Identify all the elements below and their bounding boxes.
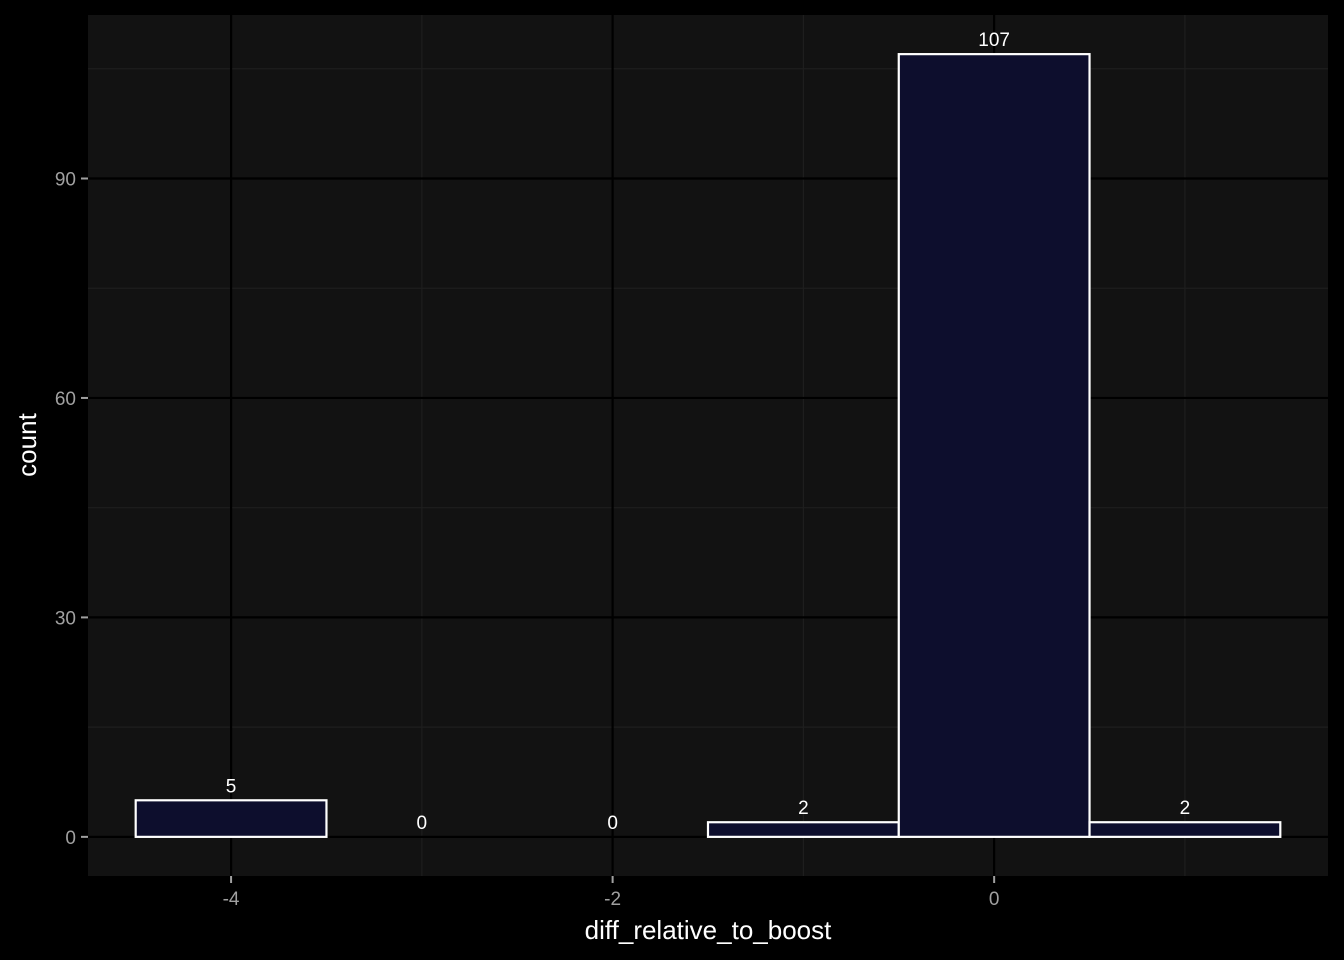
bar-label-3: 2 [798,798,809,819]
bar-5 [1088,821,1282,838]
y-tick-label-2: 60 [55,389,76,410]
grid-minor [88,15,1328,876]
plot-panel [88,15,1328,876]
bar-label-2: 0 [607,813,618,834]
bars [134,53,1282,838]
bar-labels: 5 0 0 2 107 2 [226,30,1190,834]
x-axis-title: diff_relative_to_boost [585,915,832,945]
x-tick-label-2: 0 [989,889,1000,910]
bar-3 [706,821,900,838]
bar-label-1: 0 [417,813,428,834]
y-axis-title: count [12,412,42,476]
x-tick-label-1: -2 [604,889,621,910]
bar-label-0: 5 [226,776,237,797]
y-tick-label-0: 0 [65,828,76,849]
bar-4 [897,53,1091,838]
bar-0 [134,799,328,838]
x-axis: -4 -2 0 [223,876,1000,910]
bar-label-4: 107 [978,30,1010,51]
y-tick-label-3: 90 [55,169,76,190]
y-axis: 0 30 60 90 [55,169,88,849]
y-tick-label-1: 30 [55,608,76,629]
x-tick-label-0: -4 [223,889,240,910]
bar-label-5: 2 [1180,798,1191,819]
